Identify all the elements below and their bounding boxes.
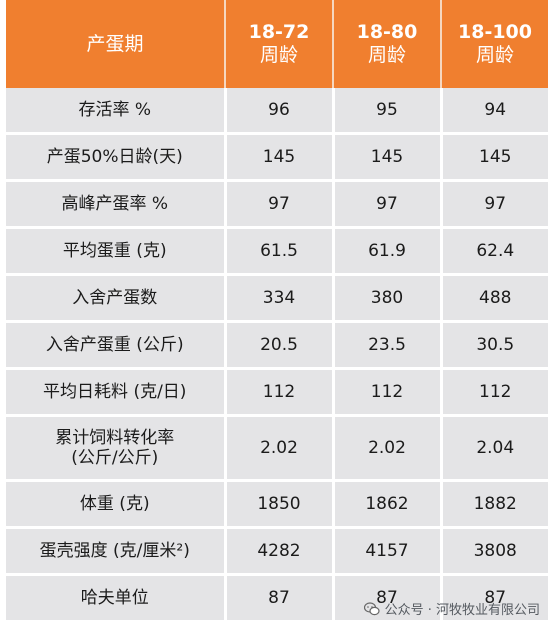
cell-value: 96 <box>225 88 335 135</box>
row-label-line-1: 累计饲料转化率 <box>55 428 175 448</box>
cell-value: 87 <box>225 574 335 623</box>
row-label: 存活率 % <box>6 88 227 135</box>
table-row: 入舍产蛋数 334 380 488 <box>6 274 548 323</box>
cell-value: 380 <box>333 274 443 323</box>
row-label: 哈夫单位 <box>6 574 227 623</box>
cell-value: 87 <box>441 574 548 623</box>
cell-value: 1882 <box>441 480 548 529</box>
cell-value: 2.04 <box>441 415 548 482</box>
cell-value: 112 <box>225 368 335 417</box>
cell-value: 23.5 <box>333 321 443 370</box>
row-label: 入舍产蛋数 <box>6 274 227 323</box>
cell-value: 112 <box>441 368 548 417</box>
table-row: 平均日耗料 (克/日) 112 112 112 <box>6 368 548 417</box>
cell-value: 95 <box>333 88 443 135</box>
cell-value: 4157 <box>333 527 443 576</box>
cell-value: 145 <box>333 133 443 182</box>
row-label: 平均日耗料 (克/日) <box>6 368 227 417</box>
row-label: 累计饲料转化率 (公斤/公斤) <box>6 415 227 482</box>
cell-value: 112 <box>333 368 443 417</box>
row-label: 平均蛋重 (克) <box>6 227 227 276</box>
table-row: 存活率 % 96 95 94 <box>6 88 548 135</box>
table-row: 产蛋50%日龄(天) 145 145 145 <box>6 133 548 182</box>
cell-value: 30.5 <box>441 321 548 370</box>
row-label: 高峰产蛋率 % <box>6 180 227 229</box>
row-label-line-2: (公斤/公斤) <box>71 448 159 468</box>
row-label: 入舍产蛋重 (公斤) <box>6 321 227 370</box>
cell-value: 97 <box>333 180 443 229</box>
cell-value: 94 <box>441 88 548 135</box>
cell-value: 97 <box>441 180 548 229</box>
cell-value: 334 <box>225 274 335 323</box>
header-row: 产蛋期 18-72 周龄 18-80 周龄 18-100 周龄 <box>6 0 548 88</box>
cell-value: 2.02 <box>225 415 335 482</box>
cell-value: 488 <box>441 274 548 323</box>
cell-value: 3808 <box>441 527 548 576</box>
table-row: 入舍产蛋重 (公斤) 20.5 23.5 30.5 <box>6 321 548 370</box>
header-col-3: 18-100 周龄 <box>441 0 548 88</box>
performance-table-container: 产蛋期 18-72 周龄 18-80 周龄 18-100 周龄 存活率 % 96 95… <box>6 0 548 623</box>
table-row: 体重 (克) 1850 1862 1882 <box>6 480 548 529</box>
header-period: 产蛋期 <box>6 0 226 88</box>
watermark-text: 公众号 · 河牧牧业有限公司 <box>384 603 540 618</box>
table-row: 累计饲料转化率 (公斤/公斤) 2.02 2.02 2.04 <box>6 415 548 482</box>
performance-table: 产蛋期 18-72 周龄 18-80 周龄 18-100 周龄 存活率 % 96 95… <box>6 0 548 623</box>
table-row: 哈夫单位 87 87 87 <box>6 574 548 623</box>
cell-value: 4282 <box>225 527 335 576</box>
header-col-1: 18-72 周龄 <box>225 0 334 88</box>
cell-value: 61.5 <box>225 227 335 276</box>
header-col-2: 18-80 周龄 <box>333 0 442 88</box>
cell-value: 145 <box>225 133 335 182</box>
row-label: 蛋壳强度 (克/厘米²) <box>6 527 227 576</box>
cell-value: 20.5 <box>225 321 335 370</box>
cell-value: 62.4 <box>441 227 548 276</box>
cell-value: 2.02 <box>333 415 443 482</box>
watermark: 公众号 · 河牧牧业有限公司 <box>363 599 540 618</box>
cell-value: 61.9 <box>333 227 443 276</box>
table-row: 高峰产蛋率 % 97 97 97 <box>6 180 548 229</box>
cell-value: 145 <box>441 133 548 182</box>
cell-value: 1850 <box>225 480 335 529</box>
table-row: 蛋壳强度 (克/厘米²) 4282 4157 3808 <box>6 527 548 576</box>
row-label: 体重 (克) <box>6 480 227 529</box>
wechat-icon <box>363 601 380 615</box>
cell-value: 97 <box>225 180 335 229</box>
cell-value: 1862 <box>333 480 443 529</box>
row-label: 产蛋50%日龄(天) <box>6 133 227 182</box>
table-row: 平均蛋重 (克) 61.5 61.9 62.4 <box>6 227 548 276</box>
cell-value: 87 <box>333 574 443 623</box>
